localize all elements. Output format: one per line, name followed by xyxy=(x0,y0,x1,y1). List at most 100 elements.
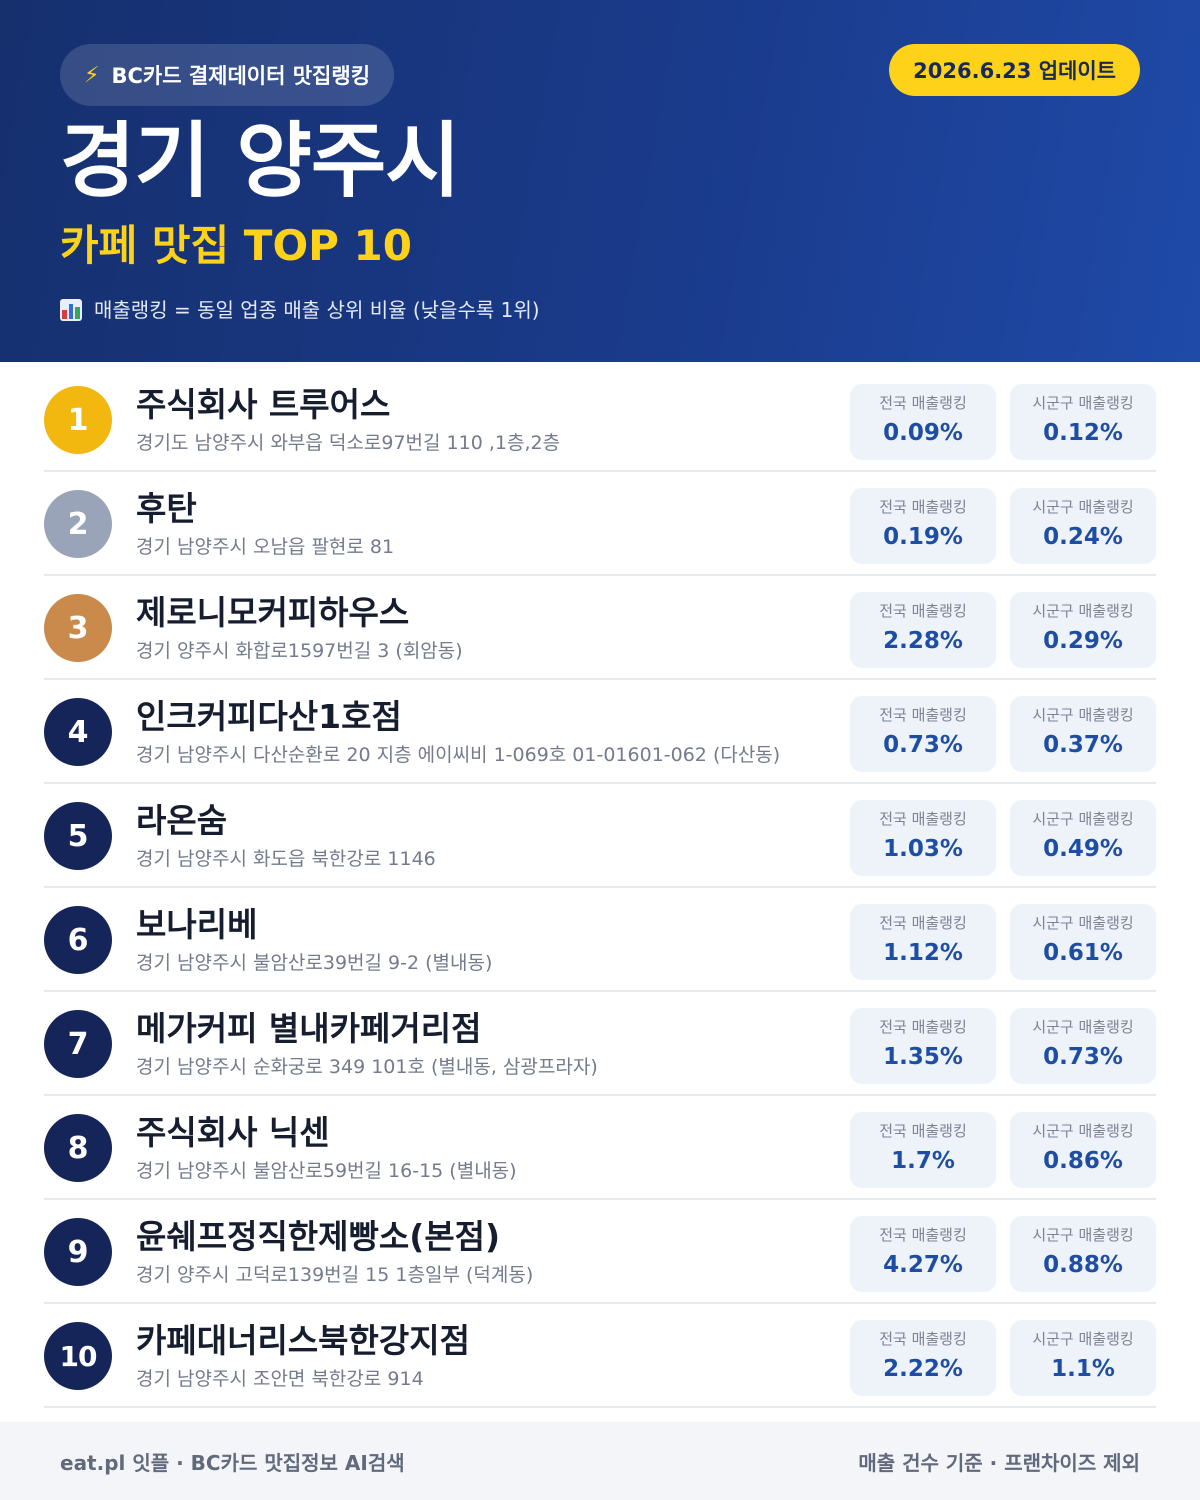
stat-label: 전국 매출랭킹 xyxy=(879,1122,967,1140)
stat-label: 전국 매출랭킹 xyxy=(879,914,967,932)
rank-badge: 3 xyxy=(44,594,112,662)
update-date-badge: 2026.6.23 업데이트 xyxy=(889,44,1140,96)
stat-value: 0.29% xyxy=(1043,628,1123,654)
stat-value: 1.03% xyxy=(883,836,963,862)
stat-label: 전국 매출랭킹 xyxy=(879,1330,967,1348)
source-badge: ⚡ BC카드 결제데이터 맛집랭킹 xyxy=(60,44,395,106)
restaurant-address: 경기 남양주시 불암산로59번길 16-15 (별내동) xyxy=(136,1160,517,1182)
local-ranking-box: 시군구 매출랭킹 0.24% xyxy=(1010,488,1156,564)
local-ranking-box: 시군구 매출랭킹 0.37% xyxy=(1010,696,1156,772)
national-ranking-box: 전국 매출랭킹 2.22% xyxy=(850,1320,996,1396)
restaurant-name[interactable]: 후탄 xyxy=(136,489,197,528)
stat-value: 0.73% xyxy=(1043,1044,1123,1070)
restaurant-name[interactable]: 카페대너리스북한강지점 xyxy=(136,1321,470,1360)
ranking-row[interactable]: 8 주식회사 닉센 경기 남양주시 불암산로59번길 16-15 (별내동) 전국 매… xyxy=(44,1096,1156,1200)
restaurant-name[interactable]: 보나리베 xyxy=(136,905,258,944)
rank-badge: 10 xyxy=(44,1322,112,1390)
national-ranking-box: 전국 매출랭킹 4.27% xyxy=(850,1216,996,1292)
restaurant-address: 경기 남양주시 순화궁로 349 101호 (별내동, 삼광프라자) xyxy=(136,1056,598,1078)
restaurant-address: 경기 남양주시 불암산로39번길 9-2 (별내동) xyxy=(136,952,493,974)
restaurant-name[interactable]: 라온숨 xyxy=(136,801,228,840)
local-ranking-box: 시군구 매출랭킹 0.61% xyxy=(1010,904,1156,980)
local-ranking-box: 시군구 매출랭킹 0.49% xyxy=(1010,800,1156,876)
ranking-row[interactable]: 9 윤쉐프정직한제빵소(본점) 경기 양주시 고덕로139번길 15 1층일부 (덕… xyxy=(44,1200,1156,1304)
stat-label: 시군구 매출랭킹 xyxy=(1032,1226,1134,1244)
local-ranking-box: 시군구 매출랭킹 1.1% xyxy=(1010,1320,1156,1396)
source-label: BC카드 결제데이터 맛집랭킹 xyxy=(111,64,371,88)
stat-label: 전국 매출랭킹 xyxy=(879,1018,967,1036)
header-banner: ⚡ BC카드 결제데이터 맛집랭킹 2026.6.23 업데이트 경기 양주시 … xyxy=(0,0,1200,362)
restaurant-address: 경기 남양주시 오남읍 팔현로 81 xyxy=(136,536,395,558)
stat-label: 시군구 매출랭킹 xyxy=(1032,1330,1134,1348)
national-ranking-box: 전국 매출랭킹 0.19% xyxy=(850,488,996,564)
stat-label: 시군구 매출랭킹 xyxy=(1032,602,1134,620)
stat-label: 전국 매출랭킹 xyxy=(879,602,967,620)
stat-value: 0.19% xyxy=(883,524,963,550)
rank-badge: 9 xyxy=(44,1218,112,1286)
page-title: 경기 양주시 xyxy=(60,114,461,209)
restaurant-name[interactable]: 인크커피다산1호점 xyxy=(136,697,402,736)
rank-badge: 1 xyxy=(44,386,112,454)
restaurant-name[interactable]: 주식회사 트루어스 xyxy=(136,385,391,424)
footer: eat.pl 잇플 · BC카드 맛집정보 AI검색 매출 건수 기준 · 프랜… xyxy=(0,1422,1200,1500)
rank-badge: 6 xyxy=(44,906,112,974)
stat-label: 시군구 매출랭킹 xyxy=(1032,1122,1134,1140)
stat-value: 4.27% xyxy=(883,1252,963,1278)
stat-label: 전국 매출랭킹 xyxy=(879,1226,967,1244)
rank-badge: 4 xyxy=(44,698,112,766)
stat-label: 전국 매출랭킹 xyxy=(879,498,967,516)
restaurant-address: 경기 양주시 고덕로139번길 15 1층일부 (덕계동) xyxy=(136,1264,534,1286)
restaurant-address: 경기 양주시 화합로1597번길 3 (회암동) xyxy=(136,640,463,662)
stat-value: 1.35% xyxy=(883,1044,963,1070)
restaurant-address: 경기 남양주시 화도읍 북한강로 1146 xyxy=(136,848,436,870)
restaurant-name[interactable]: 주식회사 닉센 xyxy=(136,1113,330,1152)
local-ranking-box: 시군구 매출랭킹 0.88% xyxy=(1010,1216,1156,1292)
rank-badge: 7 xyxy=(44,1010,112,1078)
stat-value: 0.12% xyxy=(1043,420,1123,446)
stat-label: 시군구 매출랭킹 xyxy=(1032,914,1134,932)
stat-value: 0.49% xyxy=(1043,836,1123,862)
stat-value: 2.22% xyxy=(883,1356,963,1382)
bar-chart-icon xyxy=(60,299,82,321)
stat-label: 전국 매출랭킹 xyxy=(879,706,967,724)
rank-badge: 2 xyxy=(44,490,112,558)
stat-value: 0.86% xyxy=(1043,1148,1123,1174)
stat-label: 전국 매출랭킹 xyxy=(879,394,967,412)
stat-value: 1.7% xyxy=(891,1148,955,1174)
stat-value: 2.28% xyxy=(883,628,963,654)
stat-label: 시군구 매출랭킹 xyxy=(1032,1018,1134,1036)
national-ranking-box: 전국 매출랭킹 2.28% xyxy=(850,592,996,668)
ranking-row[interactable]: 4 인크커피다산1호점 경기 남양주시 다산순환로 20 지층 에이씨비 1-069… xyxy=(44,680,1156,784)
ranking-note: 매출랭킹 = 동일 업종 매출 상위 비율 (낮을수록 1위) xyxy=(60,294,540,326)
restaurant-name[interactable]: 메가커피 별내카페거리점 xyxy=(136,1009,482,1048)
local-ranking-box: 시군구 매출랭킹 0.29% xyxy=(1010,592,1156,668)
stat-label: 시군구 매출랭킹 xyxy=(1032,706,1134,724)
national-ranking-box: 전국 매출랭킹 1.03% xyxy=(850,800,996,876)
local-ranking-box: 시군구 매출랭킹 0.12% xyxy=(1010,384,1156,460)
stat-value: 0.61% xyxy=(1043,940,1123,966)
restaurant-address: 경기도 남양주시 와부읍 덕소로97번길 110 ,1층,2층 xyxy=(136,432,561,454)
restaurant-name[interactable]: 제로니모커피하우스 xyxy=(136,593,410,632)
restaurant-address: 경기 남양주시 조안면 북한강로 914 xyxy=(136,1368,424,1390)
restaurant-name[interactable]: 윤쉐프정직한제빵소(본점) xyxy=(136,1217,501,1256)
stat-label: 시군구 매출랭킹 xyxy=(1032,810,1134,828)
national-ranking-box: 전국 매출랭킹 1.35% xyxy=(850,1008,996,1084)
stat-value: 0.09% xyxy=(883,420,963,446)
stat-label: 전국 매출랭킹 xyxy=(879,810,967,828)
stat-value: 1.12% xyxy=(883,940,963,966)
national-ranking-box: 전국 매출랭킹 1.12% xyxy=(850,904,996,980)
national-ranking-box: 전국 매출랭킹 1.7% xyxy=(850,1112,996,1188)
national-ranking-box: 전국 매출랭킹 0.09% xyxy=(850,384,996,460)
stat-label: 시군구 매출랭킹 xyxy=(1032,394,1134,412)
lightning-icon: ⚡ xyxy=(84,62,100,88)
rank-badge: 5 xyxy=(44,802,112,870)
stat-label: 시군구 매출랭킹 xyxy=(1032,498,1134,516)
